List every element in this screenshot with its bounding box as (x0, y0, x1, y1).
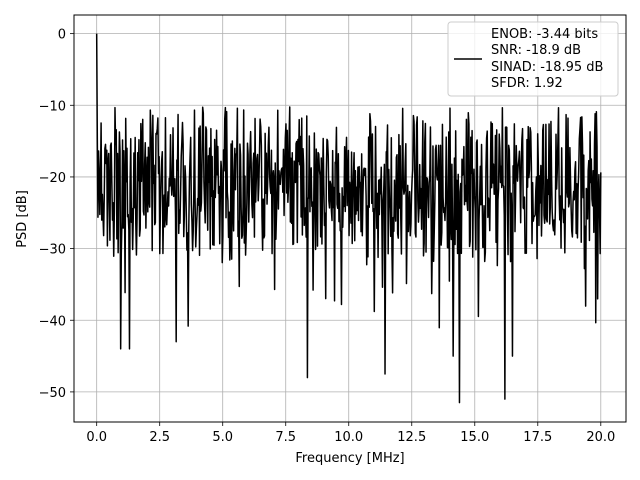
legend-enob: ENOB: -3.44 bits (491, 27, 598, 42)
y-tick-label: −40 (39, 314, 66, 329)
plot-frame (73, 14, 627, 423)
legend-sfdr: SFDR: 1.92 (491, 76, 563, 91)
x-tick-label: 2.5 (149, 430, 170, 445)
x-tick-label: 20.0 (586, 430, 615, 445)
y-tick-label: −10 (39, 99, 66, 114)
y-tick-label: −20 (39, 171, 66, 186)
psd-series-line (95, 33, 602, 404)
x-tick-label: 0.0 (86, 430, 107, 445)
x-tick-label: 5.0 (212, 430, 233, 445)
legend-sinad: SINAD: -18.95 dB (491, 60, 603, 75)
x-tick-label: 10.0 (334, 430, 363, 445)
legend-box (447, 21, 619, 97)
y-axis-label: PSD [dB] (15, 190, 30, 248)
y-tick-label: −50 (39, 386, 66, 401)
x-tick-label: 7.5 (275, 430, 296, 445)
legend-snr: SNR: -18.9 dB (491, 43, 581, 58)
legend: ENOB: -3.44 bits SNR: -18.9 dB SINAD: -1… (447, 21, 619, 97)
y-tick-label: 0 (58, 28, 66, 43)
axis-ticks: 0.0 2.5 5.0 7.5 10.0 12.5 15.0 17.5 20.0 0 −10 −20 −… (39, 28, 616, 445)
x-tick-label: 17.5 (523, 430, 552, 445)
x-axis-label: Frequency [MHz] (295, 451, 404, 466)
y-tick-label: −30 (39, 243, 66, 258)
x-tick-label: 12.5 (397, 430, 426, 445)
plot-area (95, 33, 602, 404)
x-tick-label: 15.0 (460, 430, 489, 445)
